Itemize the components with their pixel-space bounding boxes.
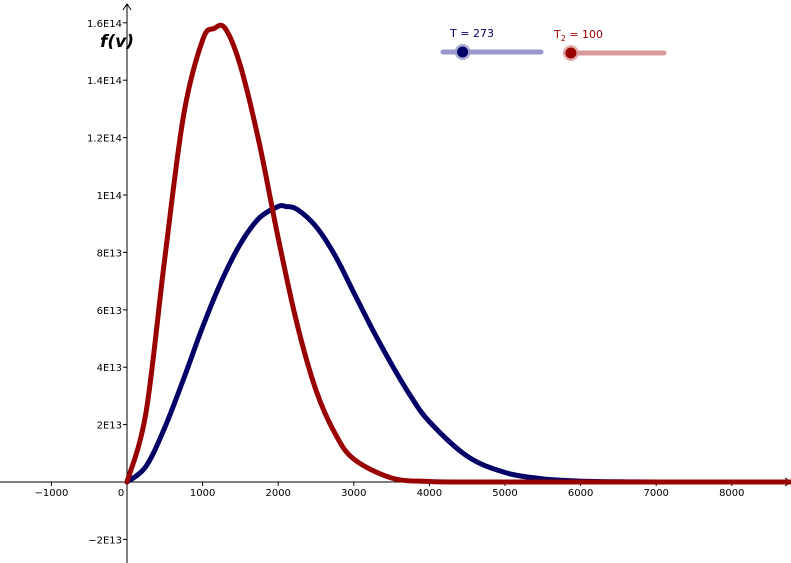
x-tick-label: 1000 [190, 488, 215, 499]
slider-t[interactable]: T = 273 [440, 27, 544, 60]
y-axis-arrow [122, 3, 132, 11]
x-tick-label: 8000 [719, 488, 744, 499]
slider-t2[interactable]: T2 = 100 [553, 28, 667, 61]
series-lines [124, 22, 791, 485]
slider-label: T2 = 100 [553, 28, 603, 43]
slider-label: T = 273 [449, 27, 494, 40]
y-tick-label: 1.2E14 [87, 134, 122, 145]
series-line-t2 [124, 22, 791, 485]
y-tick-label: −2E13 [88, 535, 122, 546]
x-axis-arrow [784, 477, 791, 487]
y-tick-label: 1.6E14 [87, 19, 122, 30]
sliders[interactable]: T = 273 T2 = 100 [440, 27, 667, 61]
x-tick-label: 2000 [265, 488, 290, 499]
x-tick-label: 4000 [417, 488, 442, 499]
y-tick-label: 1E14 [97, 191, 122, 202]
slider-handle[interactable] [457, 46, 469, 58]
y-tick-label: 6E13 [97, 306, 122, 317]
y-tick-label: 1.4E14 [87, 76, 122, 87]
x-tick-label: 0 [118, 488, 124, 499]
y-tick-label: 4E13 [97, 363, 122, 374]
y-ticks: −2E13 2E13 4E13 6E13 8E13 1E14 1.2E14 1.4E14 1.6… [87, 19, 127, 546]
y-tick-label: 8E13 [97, 248, 122, 259]
x-tick-label: 5000 [492, 488, 517, 499]
x-tick-label: 6000 [568, 488, 593, 499]
x-tick-label: 7000 [643, 488, 668, 499]
x-tick-label: −1000 [34, 488, 68, 499]
y-axis-label: f(v) [100, 32, 134, 52]
y-tick-label: 2E13 [97, 421, 122, 432]
x-tick-label: 3000 [341, 488, 366, 499]
series-line-t [124, 203, 791, 485]
x-ticks: −1000 0 1000 2000 3000 4000 5000 6000 7000 8000 [34, 482, 745, 499]
slider-handle[interactable] [565, 47, 577, 59]
